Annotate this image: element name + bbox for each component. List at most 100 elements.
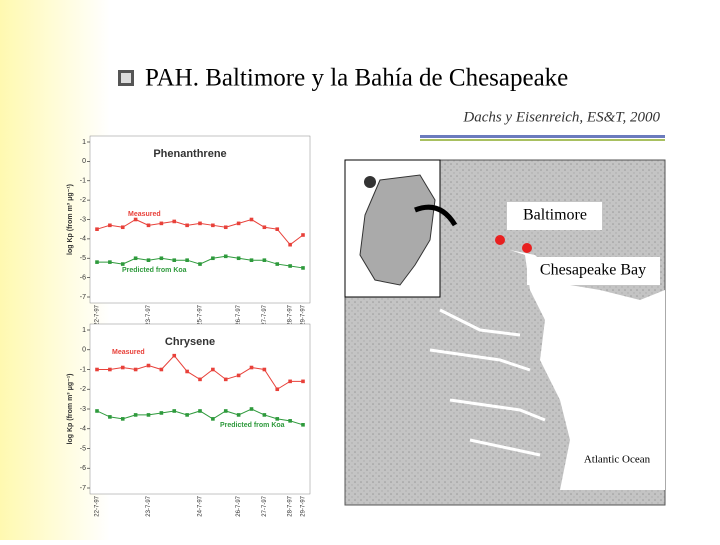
marker bbox=[95, 367, 99, 372]
marker bbox=[223, 409, 228, 413]
x-tick-label: 25-7-97 bbox=[198, 304, 204, 325]
x-tick-label: 28-7-97 bbox=[288, 495, 294, 516]
marker bbox=[236, 373, 241, 378]
x-tick-label: 22-7-97 bbox=[95, 304, 101, 325]
marker bbox=[133, 256, 138, 261]
map-label: Baltimore bbox=[523, 207, 587, 224]
x-tick-label: 23-7-97 bbox=[146, 304, 152, 325]
marker bbox=[159, 221, 164, 226]
marker bbox=[172, 353, 177, 358]
marker bbox=[262, 258, 267, 262]
x-tick-label: 26-7-97 bbox=[236, 304, 242, 325]
y-tick-label: -7 bbox=[80, 294, 86, 301]
x-tick-label: 28-7-97 bbox=[288, 304, 294, 325]
marker bbox=[223, 225, 228, 230]
plot-area bbox=[89, 135, 311, 304]
marker bbox=[172, 409, 177, 413]
marker bbox=[262, 225, 267, 230]
y-tick-label: 0 bbox=[82, 158, 86, 165]
map bbox=[344, 159, 666, 506]
y-tick-label: -7 bbox=[80, 485, 86, 492]
marker bbox=[108, 223, 112, 228]
marker bbox=[262, 367, 267, 372]
marker bbox=[211, 223, 215, 228]
marker bbox=[198, 262, 202, 266]
marker bbox=[198, 377, 202, 382]
marker bbox=[249, 365, 254, 370]
marker bbox=[211, 256, 215, 261]
marker bbox=[275, 387, 280, 392]
series-label: Measured bbox=[112, 349, 145, 356]
bullet bbox=[118, 70, 134, 86]
marker bbox=[198, 221, 202, 226]
marker bbox=[133, 367, 138, 372]
marker bbox=[249, 217, 254, 222]
marker bbox=[275, 227, 280, 231]
marker bbox=[301, 266, 305, 270]
marker bbox=[133, 413, 138, 417]
marker bbox=[146, 413, 151, 417]
y-tick-label: -5 bbox=[80, 445, 86, 452]
y-tick-label: -3 bbox=[80, 406, 86, 413]
map-label: Chesapeake Bay bbox=[540, 262, 646, 279]
marker bbox=[198, 409, 202, 413]
x-tick-label: 24-7-97 bbox=[198, 495, 204, 516]
divider bbox=[420, 135, 665, 138]
marker bbox=[185, 369, 189, 374]
marker bbox=[262, 413, 267, 417]
y-tick-label: -1 bbox=[80, 178, 86, 185]
marker bbox=[236, 256, 241, 261]
y-tick-label: -2 bbox=[80, 386, 86, 393]
marker bbox=[185, 413, 189, 417]
y-tick-label: -6 bbox=[80, 274, 86, 281]
marker bbox=[95, 260, 99, 264]
marker bbox=[288, 242, 292, 247]
marker bbox=[159, 256, 164, 261]
x-tick-label: 29-7-97 bbox=[301, 495, 307, 516]
y-tick-label: -5 bbox=[80, 255, 86, 262]
y-tick-label: -1 bbox=[80, 366, 86, 373]
marker bbox=[185, 223, 189, 228]
marker bbox=[236, 221, 241, 226]
map-label: Atlantic Ocean bbox=[584, 454, 651, 466]
series-label: Measured bbox=[128, 211, 161, 218]
marker bbox=[288, 379, 292, 384]
marker bbox=[172, 219, 177, 224]
marker bbox=[211, 367, 215, 372]
marker bbox=[172, 258, 177, 262]
marker bbox=[185, 258, 189, 262]
marker bbox=[159, 367, 164, 372]
marker bbox=[108, 415, 112, 419]
series-label: Predicted from Koa bbox=[122, 267, 187, 274]
marker bbox=[108, 260, 112, 264]
marker bbox=[159, 411, 164, 415]
series-label: Predicted from Koa bbox=[220, 422, 285, 429]
marker bbox=[146, 363, 151, 368]
marker bbox=[275, 262, 280, 266]
y-axis-label: log Kp (from m³ μg⁻¹) bbox=[67, 374, 74, 445]
subtitle: Dachs y Eisenreich, ES&T, 2000 bbox=[462, 109, 660, 125]
x-tick-label: 23-7-97 bbox=[146, 495, 152, 516]
slide-title: PAH. Baltimore y la Bahía de Chesapeake bbox=[145, 65, 568, 92]
y-tick-label: -6 bbox=[80, 465, 86, 472]
x-tick-label: 22-7-97 bbox=[95, 495, 101, 516]
marker bbox=[146, 258, 151, 262]
marker bbox=[120, 262, 125, 266]
x-tick-label: 29-7-97 bbox=[301, 304, 307, 325]
marker bbox=[120, 225, 125, 230]
y-tick-label: 1 bbox=[82, 139, 86, 146]
x-tick-label: 27-7-97 bbox=[262, 304, 268, 325]
y-axis-label: log Kp (from m³ μg⁻¹) bbox=[67, 184, 74, 255]
marker bbox=[95, 227, 99, 231]
chart-title: Phenanthrene bbox=[153, 148, 226, 160]
y-tick-label: -2 bbox=[80, 197, 86, 204]
marker bbox=[133, 217, 138, 222]
y-tick-label: 1 bbox=[82, 327, 86, 334]
marker bbox=[95, 409, 99, 413]
marker bbox=[301, 379, 305, 384]
marker bbox=[120, 417, 125, 421]
x-tick-label: 27-7-97 bbox=[262, 495, 268, 516]
marker bbox=[249, 258, 254, 262]
marker bbox=[223, 254, 228, 259]
